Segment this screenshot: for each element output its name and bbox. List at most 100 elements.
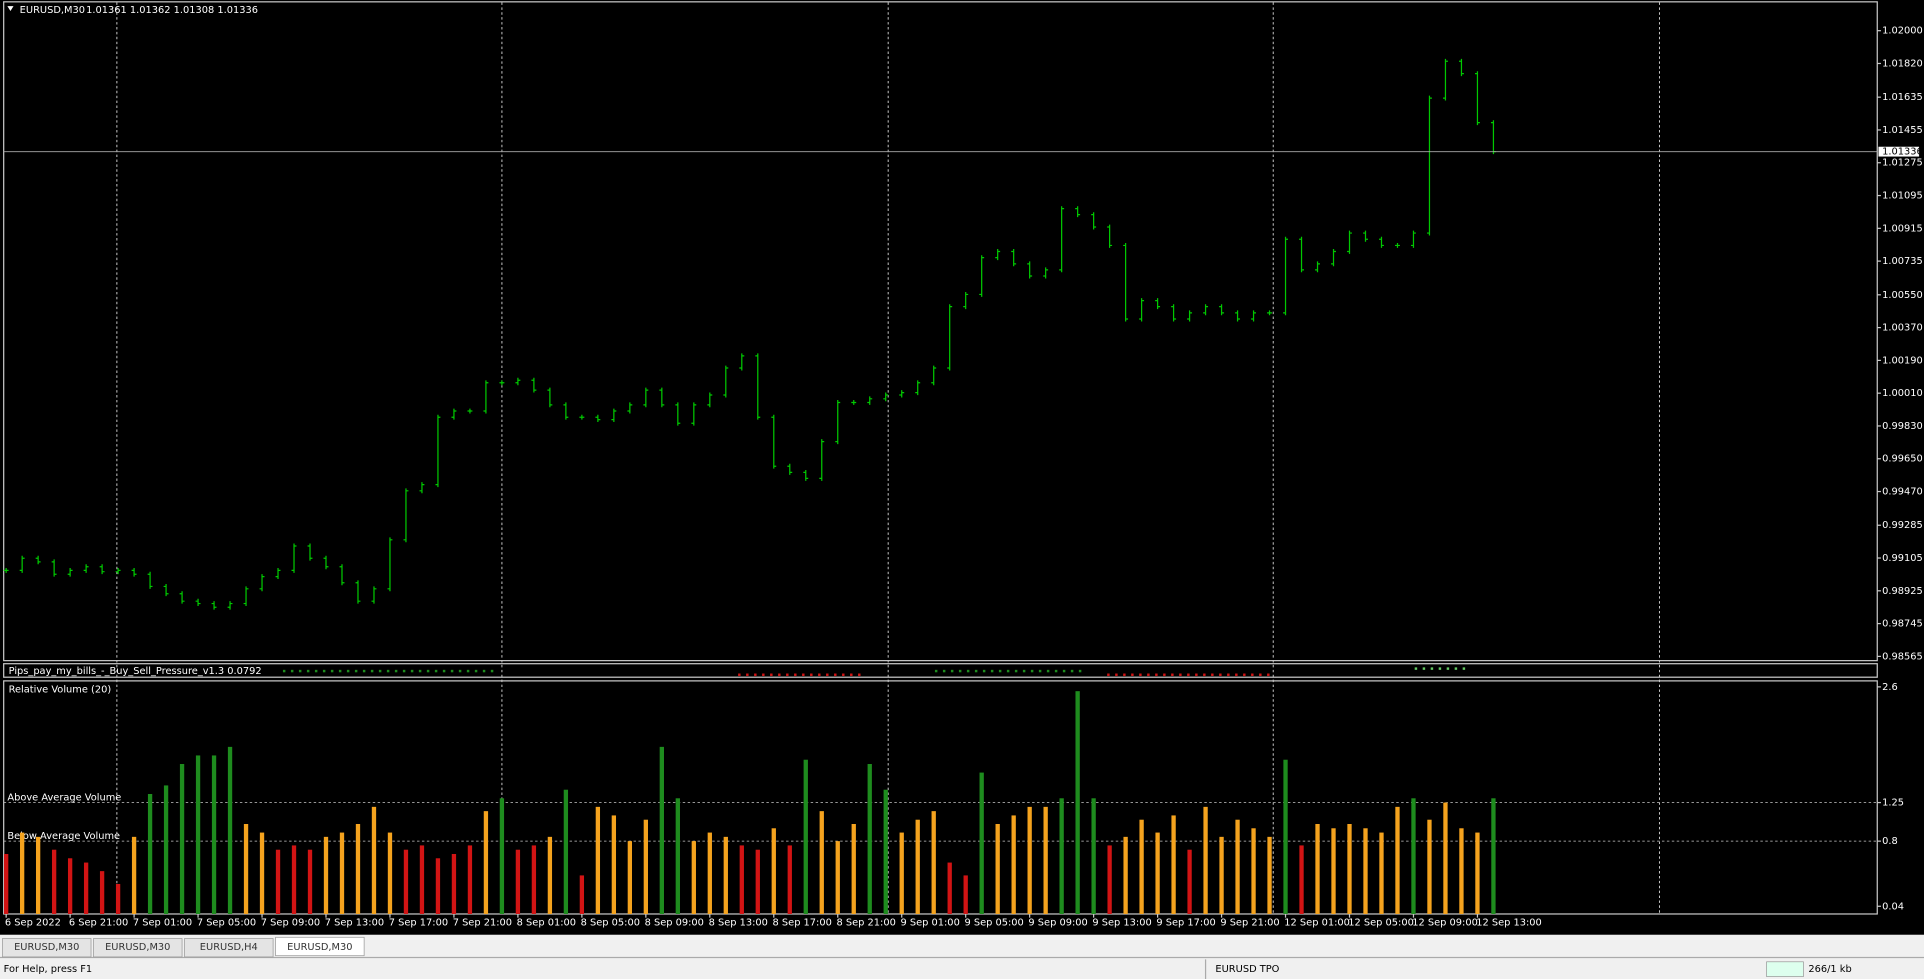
price-bar bbox=[803, 469, 809, 481]
pressure-dot bbox=[1107, 673, 1110, 676]
volume-bar bbox=[1315, 823, 1320, 914]
price-bar bbox=[211, 601, 217, 610]
y-tick-label: 0.99285 bbox=[1882, 520, 1923, 531]
tab[interactable] bbox=[93, 938, 183, 958]
tab-label[interactable]: EURUSD,M30 bbox=[14, 942, 79, 953]
price-bar bbox=[787, 463, 793, 475]
tab-bar: EURUSD,M30 EURUSD,M30 EURUSD,H4 EURUSD,M30 bbox=[2, 936, 365, 958]
volume-bar bbox=[739, 845, 744, 914]
price-bar bbox=[643, 387, 649, 408]
volume-bar bbox=[563, 789, 569, 914]
pressure-dot bbox=[982, 669, 986, 673]
price-bar bbox=[963, 291, 969, 310]
pressure-dot bbox=[394, 669, 398, 673]
x-tick-label: 8 Sep 17:00 bbox=[773, 918, 832, 929]
pressure-dot bbox=[1131, 673, 1134, 676]
indicator-title: Relative Volume (20) bbox=[9, 684, 112, 695]
pressure-dot bbox=[1022, 669, 1026, 673]
price-bar bbox=[883, 392, 889, 402]
pressure-dot bbox=[290, 669, 294, 673]
pressure-dot bbox=[850, 673, 853, 676]
pressure-dot bbox=[1038, 669, 1042, 673]
pressure-dot bbox=[778, 673, 781, 676]
price-bar bbox=[1331, 249, 1336, 267]
volume-bar bbox=[179, 764, 185, 914]
price-bar bbox=[499, 380, 505, 386]
price-bar bbox=[1315, 261, 1320, 273]
volume-bar bbox=[1411, 798, 1416, 914]
volume-bar bbox=[115, 883, 121, 914]
volume-bar bbox=[1123, 836, 1128, 914]
volume-bar bbox=[371, 806, 377, 914]
price-bar bbox=[51, 559, 57, 577]
price-bar bbox=[515, 377, 521, 386]
price-bar bbox=[1299, 236, 1304, 273]
tab-label[interactable]: EURUSD,M30 bbox=[105, 942, 170, 953]
volume-bar bbox=[1075, 691, 1080, 914]
price-bar bbox=[595, 414, 601, 423]
price-bar bbox=[1155, 298, 1161, 310]
price-bar bbox=[915, 380, 921, 396]
price-bar bbox=[691, 402, 697, 426]
pressure-dot bbox=[418, 669, 422, 673]
y-tick-label: 0.98565 bbox=[1882, 651, 1923, 662]
volume-bar bbox=[1491, 798, 1496, 914]
price-bar bbox=[243, 586, 249, 607]
price-bar bbox=[67, 567, 73, 577]
y-tick-label: 0.99830 bbox=[1882, 421, 1923, 432]
pressure-dot bbox=[1454, 667, 1458, 670]
price-bar bbox=[1171, 304, 1177, 322]
y-tick-label: 1.01095 bbox=[1882, 191, 1923, 202]
pressure-dot bbox=[442, 669, 446, 673]
pressure-dot bbox=[1123, 673, 1126, 676]
volume-bar bbox=[3, 853, 9, 914]
volume-bar bbox=[1155, 832, 1160, 914]
price-bar bbox=[867, 396, 873, 405]
volume-bar bbox=[675, 798, 680, 914]
tab[interactable] bbox=[2, 938, 92, 958]
volume-bar bbox=[323, 836, 329, 914]
x-tick-label: 9 Sep 05:00 bbox=[964, 918, 1023, 929]
price-bar bbox=[435, 414, 441, 488]
volume-bar bbox=[1459, 828, 1464, 914]
volume-bar bbox=[339, 832, 345, 914]
price-bar bbox=[1107, 224, 1113, 248]
volume-bar bbox=[755, 849, 760, 914]
y-tick-label: 0.8 bbox=[1882, 836, 1898, 847]
y-tick-label: 1.00735 bbox=[1882, 256, 1923, 267]
x-tick-label: 7 Sep 13:00 bbox=[325, 918, 384, 929]
pressure-dot bbox=[1062, 669, 1066, 673]
price-bar bbox=[227, 601, 233, 610]
price-bar bbox=[99, 564, 105, 575]
y-tick-label: 0.99650 bbox=[1882, 454, 1923, 465]
pressure-dot bbox=[474, 669, 478, 673]
x-tick-label: 9 Sep 13:00 bbox=[1092, 918, 1151, 929]
y-tick-label: 1.00550 bbox=[1882, 290, 1923, 301]
pressure-dot bbox=[1446, 667, 1450, 670]
volume-bar bbox=[851, 823, 856, 914]
volume-bar bbox=[1443, 802, 1448, 914]
x-tick-label: 6 Sep 21:00 bbox=[69, 918, 128, 929]
tab-label[interactable]: EURUSD,H4 bbox=[200, 942, 258, 953]
tab[interactable] bbox=[275, 936, 365, 957]
x-tick-label: 7 Sep 05:00 bbox=[197, 918, 256, 929]
pressure-dot bbox=[1147, 673, 1150, 676]
volume-bar bbox=[291, 845, 297, 914]
price-bar bbox=[547, 387, 553, 408]
indicator-title: Pips_pay_my_bills_-_Buy_Sell_Pressure_v1… bbox=[9, 666, 262, 677]
price-bar bbox=[147, 571, 153, 589]
pressure-dot bbox=[834, 673, 837, 676]
connection-icon bbox=[1766, 961, 1804, 977]
volume-bar bbox=[1427, 819, 1432, 914]
pressure-dots bbox=[282, 667, 1466, 676]
tab[interactable] bbox=[184, 938, 274, 958]
collapse-arrow[interactable] bbox=[7, 6, 14, 12]
volume-bar bbox=[515, 849, 521, 914]
tab-label[interactable]: EURUSD,M30 bbox=[287, 942, 352, 953]
price-bar bbox=[35, 555, 41, 565]
pressure-dot bbox=[482, 669, 486, 673]
price-bar bbox=[467, 408, 473, 414]
x-tick-label: 8 Sep 05:00 bbox=[581, 918, 640, 929]
pressure-dot bbox=[314, 669, 318, 673]
x-tick-label: 6 Sep 2022 bbox=[5, 918, 61, 929]
